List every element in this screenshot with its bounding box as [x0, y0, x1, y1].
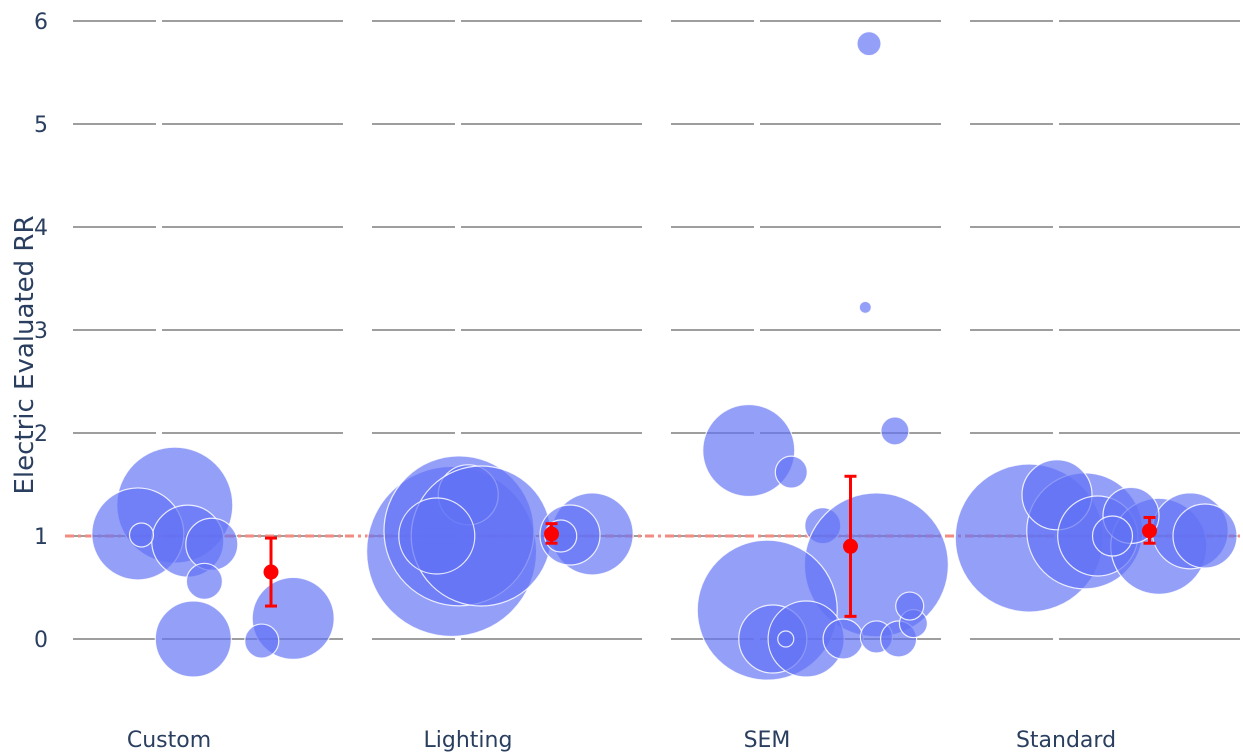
bubble-point — [856, 31, 882, 57]
y-tick-label: 4 — [34, 216, 48, 241]
mean-marker — [843, 538, 858, 554]
mean-markers — [263, 474, 1157, 618]
category-labels: Custom Lighting SEM Standard — [127, 728, 1116, 753]
y-tick-label: 1 — [34, 525, 48, 550]
bubble-point — [185, 517, 239, 571]
bubble-point — [1172, 503, 1238, 569]
bubble-point — [895, 591, 925, 621]
y-tick-label: 0 — [34, 628, 48, 653]
bubble-point — [858, 300, 872, 314]
bubble-point — [185, 562, 223, 600]
y-axis-label: Electric Evaluated RR — [10, 215, 40, 494]
bubbles — [91, 31, 1238, 681]
y-tick-label: 3 — [34, 319, 48, 344]
mean-marker — [263, 564, 279, 580]
category-label: Custom — [127, 728, 211, 753]
bubble-point — [880, 416, 910, 446]
bubble-point — [128, 522, 155, 548]
y-axis-ticks: 0 1 2 3 4 5 6 — [34, 10, 48, 653]
bubble-point — [702, 403, 796, 498]
y-tick-label: 6 — [34, 10, 48, 35]
bubble-point — [398, 497, 476, 575]
y-tick-label: 5 — [34, 113, 48, 138]
category-label: Standard — [1016, 728, 1116, 753]
category-label: SEM — [744, 728, 791, 753]
bubble-point — [1091, 515, 1134, 557]
bubble-point — [777, 630, 795, 648]
bubble-point — [154, 600, 232, 678]
mean-marker — [1142, 523, 1157, 539]
bubble-point — [774, 455, 808, 489]
category-label: Lighting — [424, 728, 513, 753]
bubble-point — [244, 623, 280, 659]
mean-marker — [544, 526, 559, 542]
y-tick-label: 2 — [34, 422, 48, 447]
bubble-point — [822, 618, 864, 660]
